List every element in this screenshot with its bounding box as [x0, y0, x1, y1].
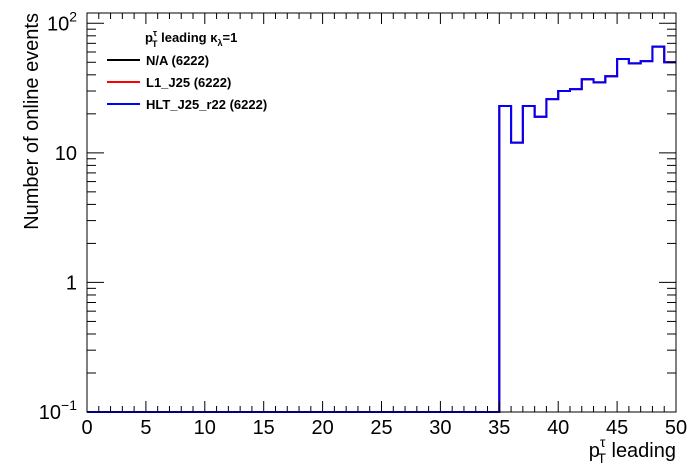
- y-tick-label: 1: [66, 272, 77, 294]
- plot-frame: [86, 12, 677, 413]
- y-tick-label: 10: [55, 143, 77, 165]
- x-tick-label: 50: [665, 417, 687, 439]
- series-line-3: [87, 45, 676, 413]
- x-tick-label: 0: [81, 417, 92, 439]
- legend-label-3: HLT_J25_r22 (6222): [146, 97, 267, 112]
- legend: pτ T leading κλ=1 N/A (6222) L1_J25 (6222) H…: [107, 28, 267, 112]
- legend-header: pτ T leading κλ=1: [145, 28, 237, 49]
- y-axis-title: Number of online events: [21, 13, 43, 230]
- y-tick-label: 10−1: [39, 397, 77, 424]
- legend-label-2: L1_J25 (6222): [146, 75, 231, 90]
- series-layer: [87, 45, 676, 413]
- x-axis-title: pτ T leading: [589, 434, 676, 466]
- x-tick-label: 10: [194, 417, 216, 439]
- y-tick-label: 102: [47, 8, 77, 35]
- x-tick-label: 25: [370, 417, 392, 439]
- x-tick-label: 40: [547, 417, 569, 439]
- x-tick-label: 15: [253, 417, 275, 439]
- x-tick-label: 35: [488, 417, 510, 439]
- legend-label-1: N/A (6222): [146, 53, 209, 68]
- x-tick-label: 5: [140, 417, 151, 439]
- x-tick-label: 30: [429, 417, 451, 439]
- x-tick-label: 45: [606, 417, 628, 439]
- x-tick-label: 20: [311, 417, 333, 439]
